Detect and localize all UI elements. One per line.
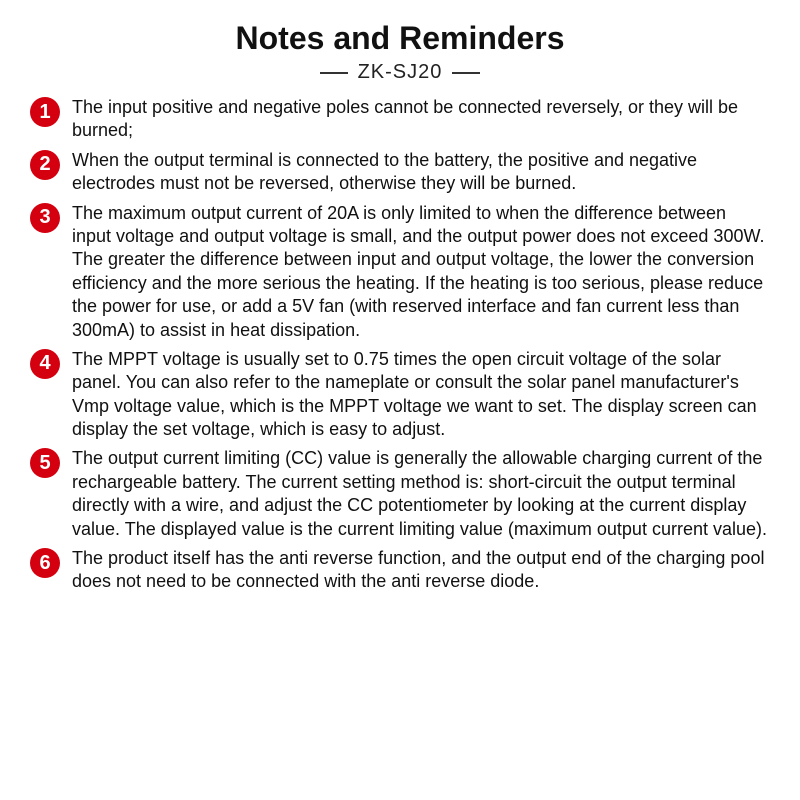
item-text: The input positive and negative poles ca… bbox=[72, 96, 770, 143]
list-item: 4 The MPPT voltage is usually set to 0.7… bbox=[30, 348, 770, 442]
subtitle-row: ZK-SJ20 bbox=[30, 61, 770, 84]
bullet-number: 5 bbox=[30, 448, 60, 478]
item-text: The product itself has the anti reverse … bbox=[72, 547, 770, 594]
list-item: 3 The maximum output current of 20A is o… bbox=[30, 202, 770, 342]
item-text: The MPPT voltage is usually set to 0.75 … bbox=[72, 348, 770, 442]
list-item: 5 The output current limiting (CC) value… bbox=[30, 447, 770, 541]
item-text: The output current limiting (CC) value i… bbox=[72, 447, 770, 541]
dash-left bbox=[320, 72, 348, 74]
subtitle: ZK-SJ20 bbox=[358, 61, 443, 84]
page-title: Notes and Reminders bbox=[30, 20, 770, 57]
bullet-number: 2 bbox=[30, 150, 60, 180]
bullet-number: 4 bbox=[30, 349, 60, 379]
list-item: 2 When the output terminal is connected … bbox=[30, 149, 770, 196]
notes-list: 1 The input positive and negative poles … bbox=[30, 96, 770, 594]
bullet-number: 3 bbox=[30, 203, 60, 233]
bullet-number: 1 bbox=[30, 97, 60, 127]
dash-right bbox=[452, 72, 480, 74]
item-text: When the output terminal is connected to… bbox=[72, 149, 770, 196]
item-text: The maximum output current of 20A is onl… bbox=[72, 202, 770, 342]
bullet-number: 6 bbox=[30, 548, 60, 578]
list-item: 1 The input positive and negative poles … bbox=[30, 96, 770, 143]
list-item: 6 The product itself has the anti revers… bbox=[30, 547, 770, 594]
